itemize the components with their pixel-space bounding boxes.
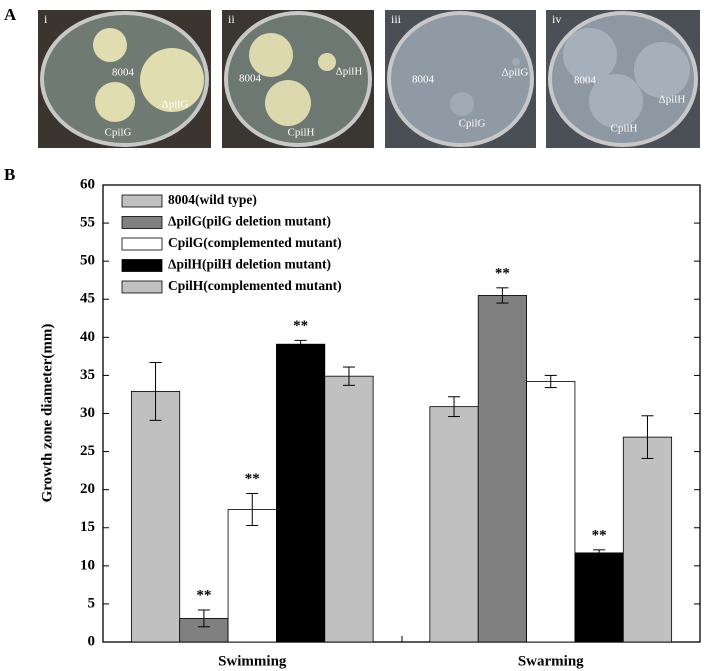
significance-label: ** [293, 318, 308, 334]
legend-label: CpilG(complemented mutant) [168, 235, 342, 250]
significance-label: ** [495, 265, 510, 281]
bar [429, 406, 479, 643]
colony-label: 8004 [574, 75, 597, 87]
legend-label: ΔpilG(pilG deletion mutant) [168, 214, 331, 229]
legend-label: 8004(wild type) [168, 192, 257, 207]
y-tick-label: 55 [80, 215, 95, 231]
panel-label: B [4, 165, 15, 184]
y-axis-label: Growth zone diameter(mm) [39, 324, 55, 503]
colony-label: 8004 [239, 73, 262, 85]
colony-label: CpilH [611, 123, 638, 135]
y-tick-label: 5 [88, 595, 96, 611]
legend-swatch [121, 259, 163, 272]
bar [477, 295, 527, 643]
y-tick-label: 15 [80, 519, 95, 535]
x-tick-label: Swarming [518, 653, 584, 669]
colony [249, 33, 293, 77]
colony-label: CpilG [105, 127, 132, 139]
photo-label: i [44, 12, 48, 26]
y-tick-label: 20 [80, 481, 95, 497]
legend-swatch [121, 194, 163, 208]
legend-label: CpilH(complemented mutant) [168, 278, 342, 293]
y-tick-label: 30 [80, 405, 95, 421]
colony [450, 92, 474, 116]
y-tick-label: 45 [80, 291, 95, 307]
colony-label: ΔpilH [659, 94, 686, 106]
colony [93, 28, 127, 62]
bar [622, 436, 673, 643]
panel-label: A [4, 5, 17, 24]
y-tick-label: 25 [80, 443, 95, 459]
photo-label: ii [228, 12, 235, 26]
significance-label: ** [245, 471, 260, 487]
y-tick-label: 50 [80, 253, 95, 269]
bar [276, 343, 326, 643]
bar [526, 381, 576, 643]
y-tick-label: 0 [88, 633, 96, 649]
colony-label: 8004 [412, 74, 435, 86]
petri-dish [387, 11, 534, 147]
y-tick-label: 10 [80, 557, 95, 573]
y-tick-label: 35 [80, 367, 95, 383]
bar [324, 375, 374, 643]
colony-label: ΔpilH [336, 66, 363, 78]
legend-swatch [121, 237, 163, 251]
colony-label: CpilG [459, 118, 486, 130]
significance-label: ** [196, 587, 211, 603]
x-tick-label: Swimming [218, 653, 287, 669]
colony-label: 8004 [112, 67, 135, 79]
bar [574, 552, 624, 643]
y-tick-label: 40 [80, 329, 95, 345]
colony [95, 82, 135, 122]
colony [563, 28, 617, 82]
colony [140, 48, 204, 112]
colony [512, 58, 520, 66]
legend-swatch [121, 216, 163, 229]
colony-label: ΔpilG [502, 67, 529, 79]
legend-label: ΔpilH(pilH deletion mutant) [168, 257, 331, 272]
y-tick-label: 60 [80, 176, 95, 192]
photos: i 8004 ΔpilG CpilG ii 8004 ΔpilH CpilH iii 8004 Δp… [38, 10, 700, 148]
legend-swatch [121, 280, 163, 294]
colony-label: CpilH [288, 127, 315, 139]
photo-label: iii [391, 12, 402, 26]
colony [318, 53, 336, 71]
petri-dish [40, 11, 209, 147]
bar [130, 391, 181, 643]
colony [589, 74, 643, 128]
colony-label: ΔpilG [162, 99, 189, 111]
significance-label: ** [592, 527, 607, 543]
photo-label: iv [552, 12, 561, 26]
bar [227, 509, 277, 643]
colony [265, 80, 311, 126]
colony [634, 42, 690, 98]
